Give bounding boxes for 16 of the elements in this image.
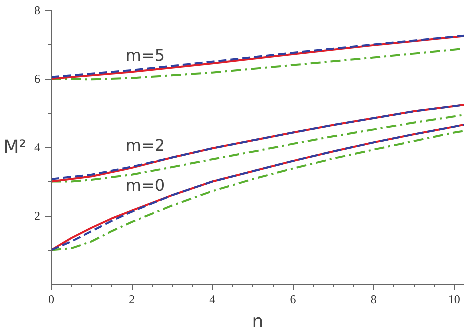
y-axis-title: M² bbox=[4, 137, 27, 158]
y-tick-label: 2 bbox=[34, 209, 40, 223]
annotation: m=5 bbox=[126, 46, 166, 65]
y-tick-label: 6 bbox=[34, 72, 40, 86]
x-tick-label: 0 bbox=[48, 292, 54, 306]
y-tick-label: 8 bbox=[34, 4, 40, 18]
annotation: m=0 bbox=[126, 176, 166, 195]
x-tick-label: 6 bbox=[290, 292, 296, 306]
x-tick-label: 2 bbox=[129, 292, 136, 306]
y-tick-label: 4 bbox=[34, 140, 40, 154]
x-tick-label: 4 bbox=[210, 292, 216, 306]
annotation: m=2 bbox=[126, 136, 166, 155]
x-tick-label: 8 bbox=[370, 292, 377, 306]
line-series bbox=[52, 48, 464, 81]
x-axis-title: n bbox=[252, 312, 264, 332]
x-tick-label: 10 bbox=[448, 292, 460, 306]
